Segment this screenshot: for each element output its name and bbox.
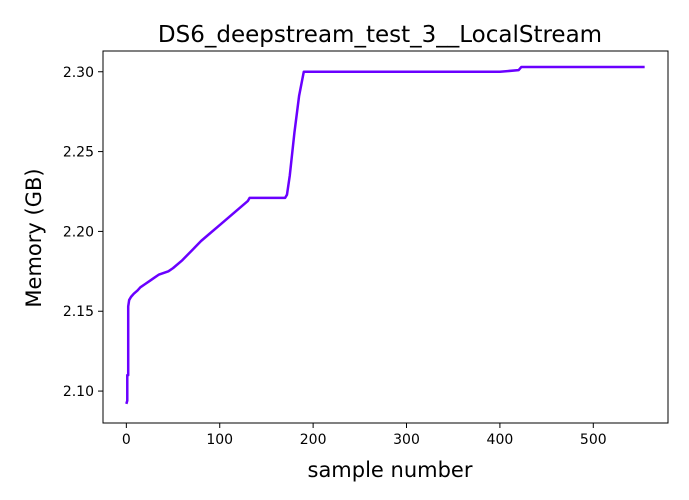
y-tick-label: 2.20 (63, 224, 94, 240)
y-axis-label: Memory (GB) (22, 168, 46, 307)
plot-area-frame (102, 50, 669, 424)
x-tick-label: 300 (393, 432, 420, 448)
x-tick-label: 500 (580, 432, 607, 448)
x-axis-label: sample number (308, 458, 473, 482)
x-axis: 0 100 200 300 400 500 (122, 423, 607, 448)
y-tick-label: 2.10 (63, 384, 94, 400)
y-tick-label: 2.15 (63, 304, 94, 320)
series-line (125, 65, 645, 405)
x-tick-label: 0 (122, 432, 131, 448)
x-tick-label: 400 (487, 432, 514, 448)
x-tick-label: 200 (300, 432, 327, 448)
chart-title: DS6_deepstream_test_3__LocalStream (158, 22, 602, 48)
y-tick-label: 2.25 (63, 145, 94, 161)
y-tick-label: 2.30 (63, 65, 94, 81)
x-tick-label: 100 (206, 432, 233, 448)
y-axis: 2.10 2.15 2.20 2.25 2.30 (63, 65, 103, 400)
